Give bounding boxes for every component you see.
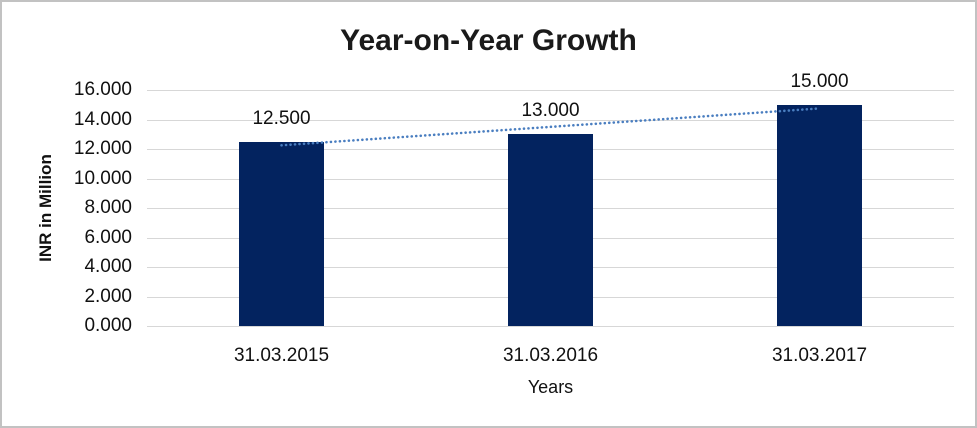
y-tick-label: 6.000 [84, 226, 132, 248]
x-tick-label: 31.03.2015 [233, 345, 330, 366]
y-tick-label: 0.000 [84, 315, 132, 336]
bar-value-label: 13.000 [521, 100, 580, 122]
gridline [147, 326, 954, 327]
x-tick-label: 31.03.2017 [771, 345, 868, 366]
y-tick-label: 8.000 [84, 197, 132, 218]
y-tick-label: 14.000 [73, 108, 132, 130]
bar-value-label: 12.500 [252, 107, 311, 129]
gridline [147, 90, 954, 91]
bar-value-label: 15.000 [790, 70, 849, 92]
bar-31.03.2015 [239, 141, 324, 326]
chart-title: Year-on-Year Growth [340, 24, 637, 57]
y-tick-label: 12.000 [73, 138, 132, 159]
y-tick-label: 10.000 [73, 167, 132, 189]
y-tick-label: 16.000 [73, 79, 132, 100]
y-tick-label: 4.000 [84, 256, 132, 277]
y-tick-label: 2.000 [84, 285, 132, 307]
x-tick-label: 31.03.2016 [502, 345, 599, 366]
x-axis-title: Years [527, 377, 574, 397]
bar-31.03.2016 [508, 134, 593, 326]
bar-31.03.2017 [777, 104, 862, 326]
